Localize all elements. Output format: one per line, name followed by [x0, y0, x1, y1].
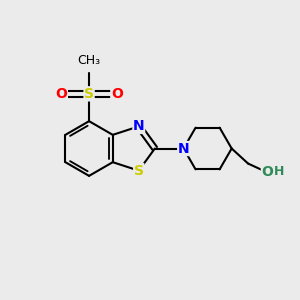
- Text: CH₃: CH₃: [77, 54, 101, 67]
- Text: O: O: [261, 165, 273, 179]
- Text: S: S: [84, 87, 94, 101]
- Text: O: O: [56, 87, 67, 101]
- Text: H: H: [274, 165, 284, 178]
- Text: N: N: [178, 142, 189, 155]
- Text: S: S: [134, 164, 144, 178]
- Text: N: N: [133, 119, 145, 134]
- Text: O: O: [111, 87, 123, 101]
